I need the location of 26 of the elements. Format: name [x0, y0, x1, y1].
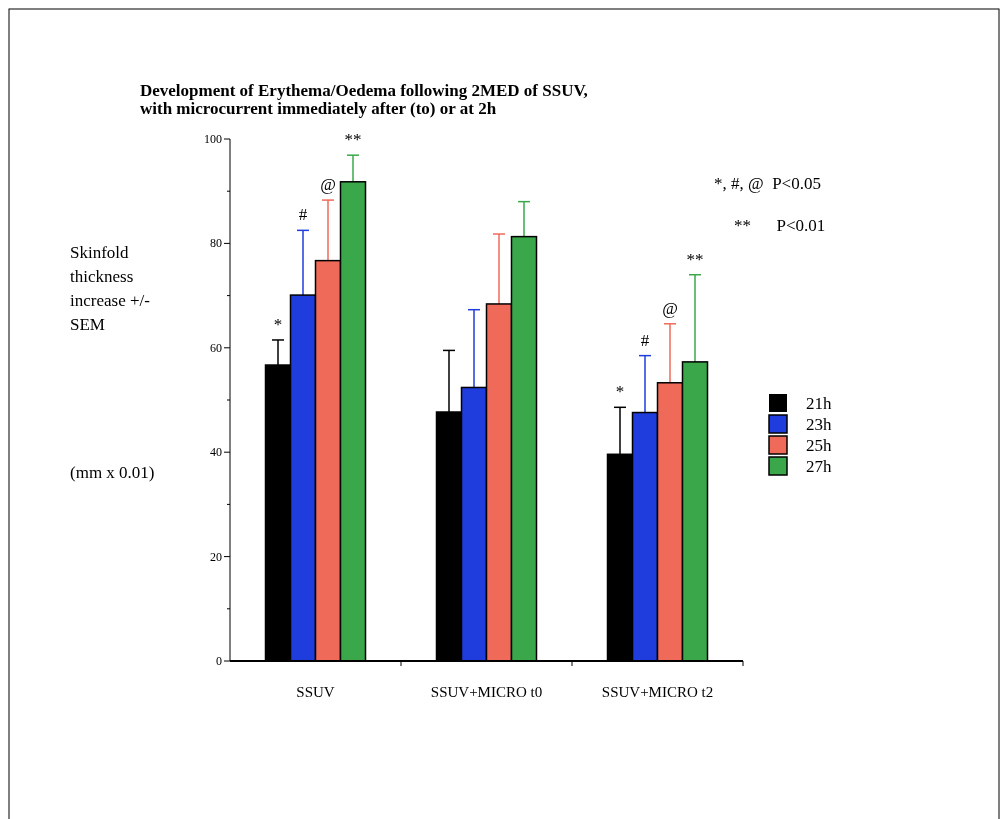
- text: (mm x 0.01): [70, 463, 155, 482]
- y-tick-label: 60: [210, 340, 222, 355]
- y-tick-label: 0: [216, 654, 222, 668]
- y-tick-label: 80: [210, 236, 222, 251]
- annotation: #: [298, 205, 308, 225]
- x-tick-label: SSUV: [296, 684, 335, 700]
- legend-label: 23h: [806, 415, 832, 434]
- y-axis-title: Skinfold thickness increase +/- SEM: [70, 243, 151, 334]
- y-tick-label: 20: [210, 549, 222, 564]
- annotation: @: [662, 298, 678, 318]
- annotation: **: [686, 249, 704, 269]
- annotation: *, #, @ P<0.05: [714, 174, 821, 193]
- annotation: ** P<0.01: [734, 216, 826, 235]
- annotation: *: [273, 314, 283, 334]
- legend-label: 25h: [806, 436, 832, 455]
- x-tick-label: SSUV+MICRO t2: [601, 684, 714, 700]
- y-tick-label: 100: [204, 132, 222, 146]
- chart-title: Development of Erythema/Oedema following 2MED of SSUV, with microcurrent immediately after (to) or at 2h: [140, 81, 588, 118]
- annotation: *: [615, 382, 625, 402]
- annotation: @: [320, 175, 336, 195]
- annotation: #: [640, 330, 650, 350]
- y-tick-label: 40: [210, 445, 222, 460]
- legend-label: 21h: [806, 394, 832, 413]
- legend-label: 27h: [806, 457, 832, 476]
- annotation: **: [344, 130, 362, 150]
- x-tick-label: SSUV+MICRO t0: [430, 684, 543, 700]
